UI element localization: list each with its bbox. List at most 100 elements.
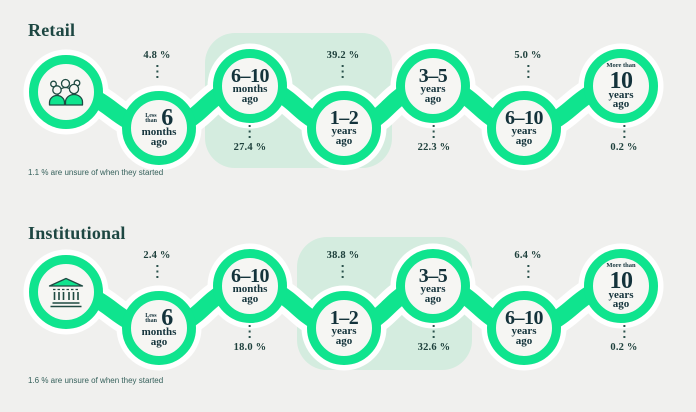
category-line: years: [331, 125, 357, 137]
circle-halo: [578, 43, 664, 129]
circle-halo: [481, 85, 567, 171]
category-big: 3–5: [418, 65, 448, 87]
category-circle: [213, 249, 287, 323]
dotted-line-icon: [623, 125, 625, 140]
circle-halo: [23, 49, 109, 135]
category-big: 6–10: [231, 65, 270, 87]
category-prefix: More than: [606, 61, 636, 69]
category-big: 6–10: [505, 107, 544, 129]
category-label: 3–5 years ago: [398, 265, 468, 305]
category-label: More than 10 years ago: [586, 61, 656, 110]
category-label: 1–2 years ago: [309, 307, 379, 347]
icon-circle: [29, 255, 103, 329]
category-line: years: [331, 325, 357, 337]
circle-halo: [116, 285, 202, 371]
circle-halo: [23, 249, 109, 335]
category-label: 3–5 years ago: [398, 65, 468, 105]
dotted-line-icon: [432, 325, 435, 340]
category-line: ago: [612, 297, 630, 310]
category-circle: [307, 291, 381, 365]
category-line: ago: [515, 334, 533, 347]
pct-label: 27.4 %: [234, 125, 267, 154]
category-line: months: [232, 83, 268, 95]
category-line: years: [511, 125, 537, 137]
category-prefix: Less than: [145, 312, 157, 324]
dotted-line-icon: [248, 325, 251, 340]
category-line: ago: [424, 292, 442, 305]
dotted-line-icon: [341, 264, 344, 280]
circle-halo: [481, 285, 567, 371]
category-line: ago: [241, 92, 259, 105]
category-prefix: More than: [606, 261, 636, 269]
pct-label: 4.8 %: [143, 50, 170, 80]
institutional-section: Institutional: [0, 200, 696, 400]
dotted-line-icon: [527, 64, 529, 80]
category-big: 10: [609, 67, 634, 94]
category-line: years: [608, 288, 634, 301]
category-line: ago: [424, 92, 442, 105]
category-line: ago: [612, 97, 630, 110]
footnote-retail: 1.1 % are unsure of when they started: [28, 168, 164, 177]
category-line: years: [511, 325, 537, 337]
dotted-line-icon: [248, 125, 251, 140]
category-line: ago: [150, 135, 168, 148]
pct-label: 5.0 %: [514, 50, 541, 80]
pct-label: 22.3 %: [418, 125, 451, 154]
category-circle: [584, 49, 658, 123]
pct-label: 18.0 %: [234, 325, 267, 354]
dotted-line-icon: [156, 264, 158, 280]
category-circle: [396, 249, 470, 323]
category-line: years: [608, 88, 634, 101]
category-circle: [307, 91, 381, 165]
category-line: months: [141, 326, 177, 338]
section-title-retail: Retail: [28, 20, 76, 40]
section-title-institutional: Institutional: [28, 223, 126, 243]
category-line: ago: [241, 292, 259, 305]
footnote-institutional: 1.6 % are unsure of when they started: [28, 376, 164, 385]
category-line: ago: [515, 134, 533, 147]
dotted-line-icon: [432, 125, 435, 140]
timeline-snake-retail: [23, 33, 664, 171]
category-line: ago: [150, 335, 168, 348]
timeline-snake-institutional: [23, 237, 664, 371]
category-line: ago: [335, 334, 353, 347]
category-label: 6–10 months ago: [215, 65, 285, 105]
category-big: 1–2: [329, 307, 359, 329]
category-line: months: [141, 126, 177, 138]
category-big: 3–5: [418, 265, 448, 287]
category-line: years: [420, 283, 446, 295]
category-line: months: [232, 283, 268, 295]
category-label: 6–10 years ago: [489, 107, 559, 147]
circle-halo: [116, 85, 202, 171]
category-big: 6–10: [505, 307, 544, 329]
pct-label: 0.2 %: [610, 325, 637, 354]
pct-label: 39.2 %: [327, 50, 360, 80]
category-label: Less than 6 months ago: [124, 105, 194, 148]
pct-label: 38.8 %: [327, 250, 360, 280]
category-circle: [396, 49, 470, 123]
category-circle: [122, 291, 196, 365]
circle-halo: [301, 285, 387, 371]
category-circle: [213, 49, 287, 123]
category-circle: [122, 91, 196, 165]
circle-halo: [301, 85, 387, 171]
category-circle: [487, 291, 561, 365]
category-circle: [584, 249, 658, 323]
pct-label: 6.4 %: [514, 250, 541, 280]
category-line: ago: [335, 134, 353, 147]
category-big: 6: [161, 105, 173, 131]
category-circle: [487, 91, 561, 165]
people-group-icon: [44, 75, 88, 109]
category-label: 6–10 months ago: [215, 265, 285, 305]
category-big: 1–2: [329, 107, 359, 129]
dotted-line-icon: [341, 64, 344, 80]
category-big: 6: [161, 305, 173, 331]
retail-section: Retail: [0, 0, 696, 200]
category-prefix: Less than: [145, 112, 157, 124]
dotted-line-icon: [527, 264, 529, 280]
pct-label: 32.6 %: [418, 325, 451, 354]
category-big: 6–10: [231, 265, 270, 287]
icon-circle: [29, 55, 103, 129]
pct-label: 2.4 %: [143, 250, 170, 280]
